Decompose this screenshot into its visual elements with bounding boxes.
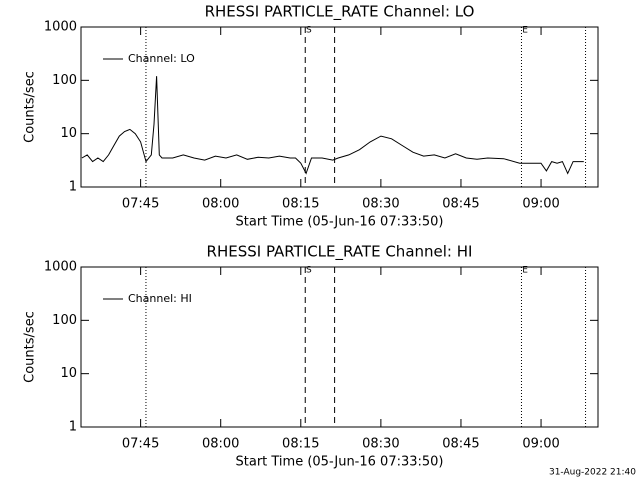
- x-axis-label: Start Time (05-Jun-16 07:33:50): [236, 455, 444, 470]
- y-tick-label: 1: [69, 180, 77, 195]
- y-tick-label: 10: [60, 366, 77, 381]
- x-axis-label: Start Time (05-Jun-16 07:33:50): [236, 215, 444, 230]
- x-tick-label: 08:30: [362, 437, 399, 452]
- y-axis-label: Counts/sec: [23, 311, 38, 383]
- x-tick-label: 08:45: [442, 197, 479, 212]
- y-tick-label: 100: [52, 73, 77, 88]
- x-tick-label: 08:15: [282, 437, 319, 452]
- x-tick-label: 08:45: [442, 437, 479, 452]
- y-tick-label: 10: [60, 126, 77, 141]
- y-tick-label: 1: [69, 420, 77, 435]
- x-tick-label: 09:00: [522, 197, 559, 212]
- footer: 31-Aug-2022 21:40: [549, 468, 636, 478]
- marker-label: S: [306, 26, 312, 36]
- x-tick-label: 08:00: [202, 437, 239, 452]
- x-tick-label: 08:30: [362, 197, 399, 212]
- marker-label: E: [522, 26, 528, 36]
- marker-label: S: [306, 266, 312, 276]
- x-tick-label: 09:00: [522, 437, 559, 452]
- chart-title: RHESSI PARTICLE_RATE Channel: LO: [205, 3, 475, 22]
- plot-frame: [80, 266, 599, 428]
- plot-frame: [80, 26, 599, 188]
- legend-label: Channel: LO: [128, 52, 195, 65]
- y-tick-label: 1000: [44, 260, 77, 275]
- x-tick-label: 08:00: [202, 197, 239, 212]
- data-line: [81, 76, 584, 175]
- marker-label: E: [522, 266, 528, 276]
- chart-title: RHESSI PARTICLE_RATE Channel: HI: [207, 243, 473, 262]
- legend-label: Channel: HI: [128, 292, 192, 305]
- y-axis-label: Counts/sec: [23, 71, 38, 143]
- x-tick-label: 07:45: [122, 437, 159, 452]
- y-tick-label: 1000: [44, 20, 77, 35]
- x-tick-label: 08:15: [282, 197, 319, 212]
- y-tick-label: 100: [52, 313, 77, 328]
- x-tick-label: 07:45: [122, 197, 159, 212]
